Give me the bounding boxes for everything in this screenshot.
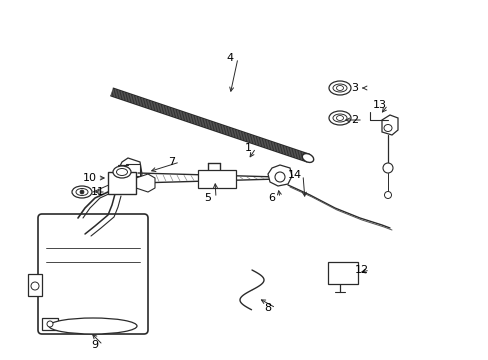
Ellipse shape: [336, 86, 343, 90]
Circle shape: [274, 172, 285, 182]
Polygon shape: [381, 115, 397, 135]
Ellipse shape: [336, 116, 343, 121]
Circle shape: [80, 190, 84, 194]
Text: 7: 7: [168, 157, 175, 167]
FancyBboxPatch shape: [327, 262, 357, 284]
Text: 10: 10: [83, 173, 97, 183]
Polygon shape: [136, 174, 155, 192]
Ellipse shape: [328, 111, 350, 125]
FancyBboxPatch shape: [38, 214, 148, 334]
Ellipse shape: [72, 186, 92, 198]
Ellipse shape: [383, 125, 391, 131]
Polygon shape: [28, 274, 42, 296]
Text: 5: 5: [204, 193, 211, 203]
Polygon shape: [126, 164, 140, 176]
Ellipse shape: [332, 114, 346, 122]
Text: 11: 11: [91, 187, 105, 197]
Ellipse shape: [332, 84, 346, 92]
Text: 1: 1: [244, 143, 251, 153]
Ellipse shape: [113, 166, 131, 178]
Text: 3: 3: [351, 83, 358, 93]
Polygon shape: [42, 318, 58, 330]
Ellipse shape: [116, 168, 127, 176]
FancyBboxPatch shape: [108, 172, 136, 194]
Text: 2: 2: [351, 115, 358, 125]
Text: 12: 12: [354, 265, 368, 275]
Text: 14: 14: [287, 170, 302, 180]
Circle shape: [382, 163, 392, 173]
Text: 9: 9: [91, 340, 99, 350]
Circle shape: [47, 321, 53, 327]
Ellipse shape: [328, 81, 350, 95]
Text: 6: 6: [268, 193, 275, 203]
Circle shape: [31, 282, 39, 290]
Ellipse shape: [76, 189, 88, 195]
Text: 8: 8: [264, 303, 271, 313]
Circle shape: [384, 192, 391, 198]
Ellipse shape: [49, 318, 137, 334]
FancyBboxPatch shape: [198, 170, 236, 188]
Polygon shape: [267, 165, 291, 186]
Text: 4: 4: [226, 53, 233, 63]
Text: 13: 13: [372, 100, 386, 110]
Polygon shape: [118, 158, 142, 182]
Ellipse shape: [302, 154, 313, 162]
